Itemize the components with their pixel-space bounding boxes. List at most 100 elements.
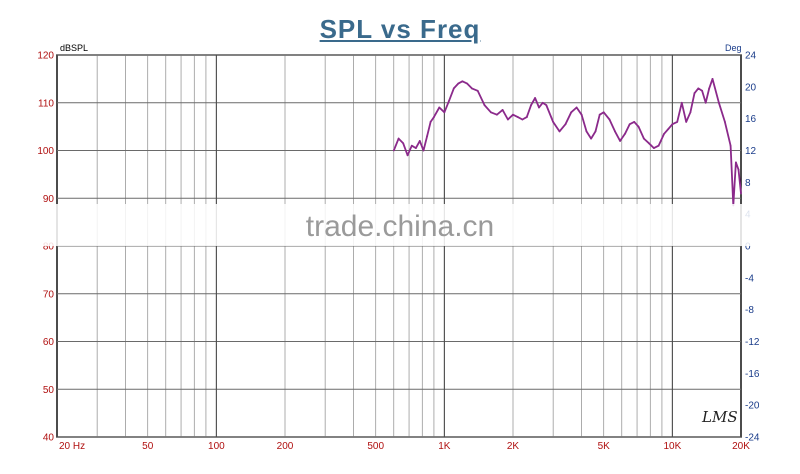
y2-tick-label: -8 bbox=[745, 305, 754, 316]
data-point bbox=[619, 140, 622, 142]
data-point bbox=[558, 130, 561, 133]
data-point bbox=[429, 120, 432, 123]
data-point bbox=[483, 104, 486, 107]
data-point bbox=[602, 111, 605, 114]
data-point bbox=[490, 111, 492, 114]
y-tick-label: 70 bbox=[43, 289, 55, 300]
data-point bbox=[461, 80, 464, 83]
y2-tick-label: 12 bbox=[745, 146, 757, 157]
y2-tick-label: 20 bbox=[745, 82, 757, 93]
data-point bbox=[530, 104, 532, 107]
data-point bbox=[443, 111, 446, 114]
data-point bbox=[628, 123, 631, 126]
data-point bbox=[653, 147, 655, 150]
data-point bbox=[512, 113, 514, 116]
data-point bbox=[452, 87, 455, 90]
data-point bbox=[538, 106, 540, 109]
data-point bbox=[507, 118, 509, 121]
data-point bbox=[671, 123, 674, 126]
data-point bbox=[680, 101, 683, 104]
data-point bbox=[466, 82, 469, 85]
data-point bbox=[534, 97, 536, 99]
data-point bbox=[414, 147, 417, 150]
x-tick-label: 200 bbox=[277, 441, 294, 452]
x-tick-label: 100 bbox=[208, 441, 225, 452]
data-point bbox=[406, 154, 409, 157]
data-point bbox=[685, 120, 688, 123]
y-axis-unit: dBSPL bbox=[60, 43, 88, 53]
y2-tick-label: -4 bbox=[745, 273, 754, 284]
data-point bbox=[448, 99, 451, 102]
data-point bbox=[598, 113, 601, 116]
data-point bbox=[525, 116, 528, 118]
data-point bbox=[585, 130, 588, 133]
data-point bbox=[594, 130, 597, 133]
y-tick-label: 90 bbox=[43, 194, 55, 205]
y2-tick-label: -16 bbox=[745, 369, 760, 380]
data-point bbox=[575, 106, 578, 109]
data-point bbox=[729, 144, 732, 147]
data-point bbox=[737, 168, 740, 171]
x-tick-label: 20K bbox=[732, 441, 750, 452]
data-point bbox=[642, 137, 645, 140]
data-point bbox=[637, 125, 640, 128]
y2-tick-label: -12 bbox=[745, 337, 760, 348]
x-tick-label: 2K bbox=[507, 441, 520, 452]
data-point bbox=[608, 118, 611, 121]
data-point bbox=[397, 137, 400, 140]
lms-logo: LMS bbox=[702, 408, 738, 426]
data-point bbox=[689, 111, 692, 114]
data-point bbox=[410, 144, 413, 147]
y2-axis-unit: Deg bbox=[725, 43, 742, 53]
data-point bbox=[438, 106, 441, 109]
data-point bbox=[422, 149, 425, 152]
data-point bbox=[580, 113, 583, 116]
data-point bbox=[541, 101, 544, 104]
data-point bbox=[718, 101, 720, 104]
data-point bbox=[633, 120, 636, 123]
data-point bbox=[624, 132, 626, 135]
data-point bbox=[457, 82, 460, 85]
data-point bbox=[663, 132, 666, 135]
data-point bbox=[697, 87, 700, 90]
data-point bbox=[735, 161, 737, 164]
data-point bbox=[501, 109, 504, 111]
data-point bbox=[708, 87, 711, 90]
y-tick-label: 100 bbox=[37, 146, 54, 157]
watermark-band bbox=[0, 204, 800, 246]
data-point bbox=[418, 140, 421, 142]
x-tick-label: 20 Hz bbox=[59, 441, 85, 452]
x-tick-label: 10K bbox=[663, 441, 681, 452]
chart-title: SPL vs Freq bbox=[319, 14, 481, 44]
x-tick-label: 50 bbox=[142, 441, 154, 452]
data-point bbox=[521, 118, 524, 121]
data-point bbox=[701, 89, 703, 92]
y2-tick-label: -24 bbox=[745, 433, 760, 444]
data-point bbox=[433, 116, 435, 118]
y-tick-label: 50 bbox=[43, 385, 55, 396]
data-point bbox=[704, 101, 707, 104]
data-point bbox=[470, 87, 473, 90]
data-point bbox=[545, 104, 548, 107]
data-point bbox=[564, 123, 567, 126]
data-point bbox=[676, 120, 679, 123]
data-point bbox=[552, 120, 555, 123]
y2-tick-label: 8 bbox=[745, 178, 751, 189]
data-point bbox=[711, 77, 714, 80]
spl-series-line bbox=[392, 78, 742, 207]
data-point bbox=[657, 144, 660, 147]
y-tick-label: 110 bbox=[38, 98, 54, 109]
x-tick-label: 1K bbox=[438, 441, 451, 452]
data-point bbox=[648, 142, 650, 145]
data-point bbox=[476, 89, 479, 92]
data-point bbox=[740, 192, 742, 195]
data-point bbox=[496, 113, 498, 116]
y2-tick-label: 16 bbox=[745, 114, 757, 125]
data-point bbox=[570, 111, 573, 114]
watermark: trade.china.cn bbox=[305, 210, 495, 243]
data-point bbox=[614, 130, 616, 133]
x-tick-label: 5K bbox=[598, 441, 611, 452]
data-point bbox=[392, 149, 395, 152]
y2-tick-label: 0 bbox=[745, 242, 751, 253]
